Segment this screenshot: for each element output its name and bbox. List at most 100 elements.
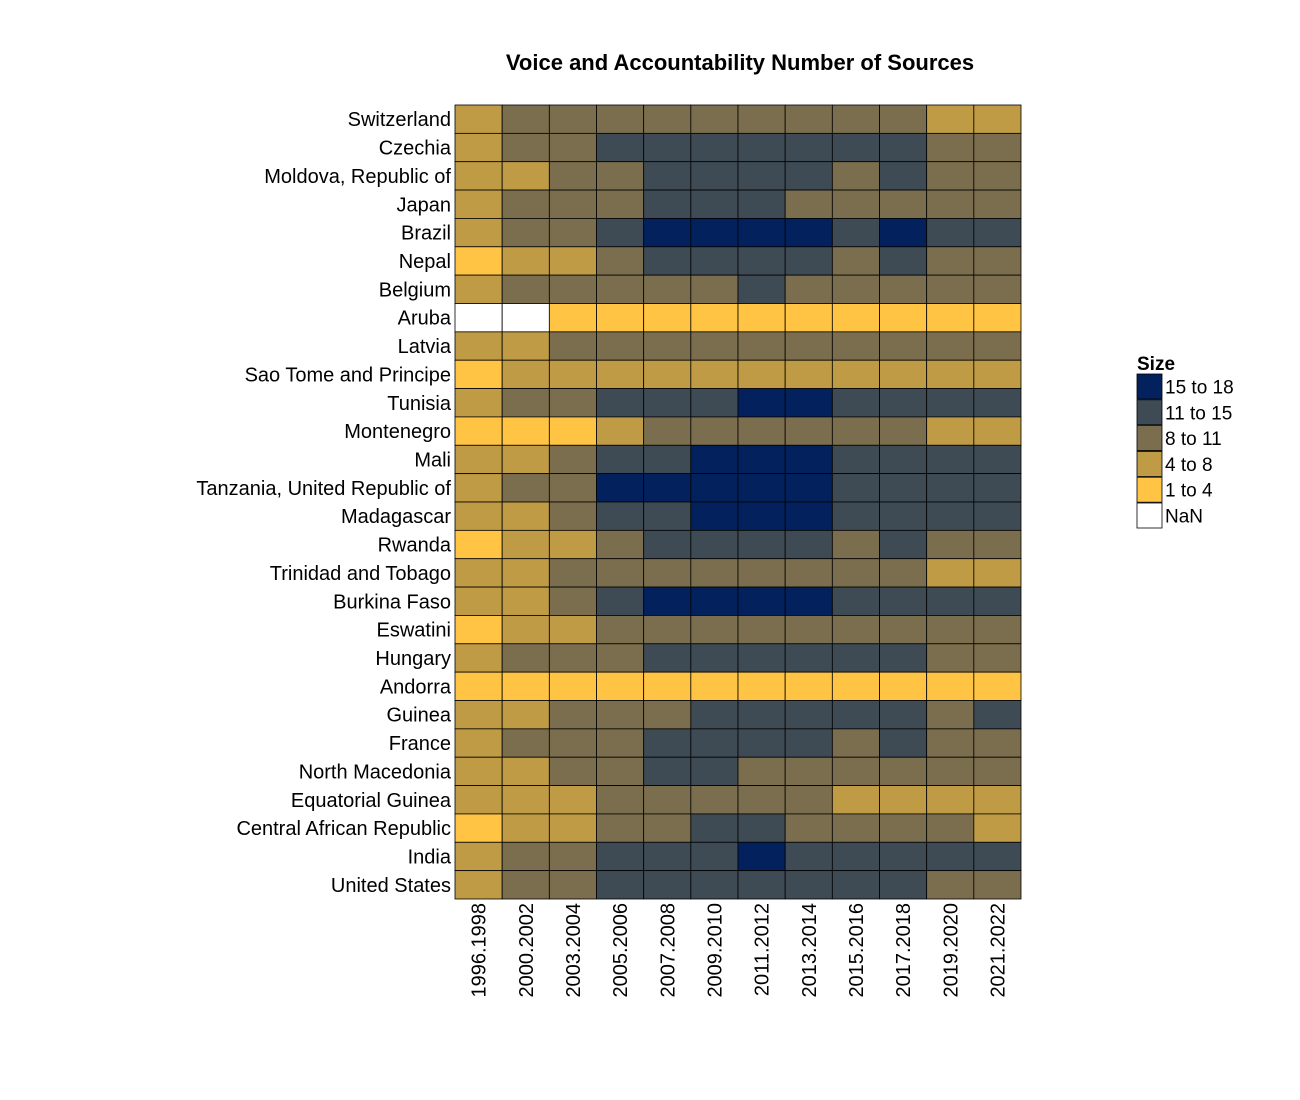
heatmap-cell — [643, 416, 692, 446]
heatmap-cell — [596, 841, 645, 872]
heatmap-cell — [501, 615, 550, 645]
heatmap-cell — [643, 756, 692, 786]
heatmap-cell — [501, 132, 550, 163]
heatmap-cell — [973, 132, 1022, 163]
heatmap-cell — [596, 104, 645, 134]
heatmap-cell — [784, 700, 833, 730]
heatmap-cell — [784, 303, 833, 333]
column-label: 2000.2002 — [516, 903, 538, 998]
heatmap-cell — [454, 388, 503, 418]
heatmap-cell — [879, 558, 928, 588]
heatmap-cell — [643, 841, 692, 872]
heatmap-cell — [784, 728, 833, 758]
heatmap-cell — [926, 274, 975, 304]
row-label: Moldova, Republic of — [264, 166, 451, 188]
heatmap-cell — [548, 132, 597, 163]
heatmap-cell — [596, 303, 645, 333]
heatmap-cell — [784, 274, 833, 304]
heatmap-cell — [879, 586, 928, 616]
heatmap-cell — [973, 756, 1022, 786]
row-labels: Switzerland Czechia Moldova, Republic of Ja… — [196, 109, 451, 897]
heatmap-cell — [973, 700, 1022, 730]
heatmap-cell — [690, 870, 739, 900]
heatmap-cell — [643, 813, 692, 843]
heatmap-cell — [596, 813, 645, 843]
heatmap-cell — [548, 813, 597, 843]
heatmap-cell — [454, 444, 503, 475]
heatmap-cell — [973, 615, 1022, 645]
heatmap-cell — [548, 331, 597, 361]
heatmap-cell — [784, 473, 833, 503]
heatmap-cell — [973, 416, 1022, 446]
heatmap-cell — [831, 104, 880, 134]
heatmap-cell — [643, 558, 692, 588]
heatmap-cell — [831, 785, 880, 815]
heatmap-cell — [879, 671, 928, 701]
heatmap-cell — [926, 189, 975, 219]
heatmap-cell — [926, 785, 975, 815]
legend-swatch — [1136, 399, 1163, 426]
heatmap-cell — [831, 416, 880, 446]
heatmap-cell — [548, 161, 597, 191]
heatmap-cell — [501, 388, 550, 418]
heatmap-cell — [737, 246, 786, 276]
heatmap-cell — [973, 359, 1022, 389]
heatmap-cell — [548, 756, 597, 786]
heatmap-cell — [454, 785, 503, 815]
row-label: Sao Tome and Principe — [245, 364, 451, 386]
heatmap-cell — [879, 473, 928, 503]
heatmap-cell — [737, 841, 786, 872]
heatmap-cell — [831, 132, 880, 163]
heatmap-cell — [501, 586, 550, 616]
heatmap-cell — [501, 303, 550, 333]
heatmap-cell — [596, 246, 645, 276]
heatmap-cell — [501, 756, 550, 786]
heatmap-cell — [973, 274, 1022, 304]
column-label: 2005.2006 — [610, 903, 632, 998]
heatmap-cell — [596, 728, 645, 758]
heatmap-cell — [501, 558, 550, 588]
heatmap-cell — [454, 274, 503, 304]
legend-swatch — [1136, 373, 1163, 400]
heatmap-cell — [926, 416, 975, 446]
column-label: 2011.2012 — [752, 903, 774, 996]
heatmap-cell — [454, 331, 503, 361]
heatmap-cell — [690, 529, 739, 560]
row-label: Tunisia — [387, 393, 452, 415]
heatmap-cell — [831, 643, 880, 673]
heatmap-cell — [784, 246, 833, 276]
heatmap-cell — [643, 643, 692, 673]
heatmap-cell — [831, 700, 880, 730]
heatmap-cell — [690, 416, 739, 446]
heatmap-cell — [973, 785, 1022, 815]
heatmap-cell — [784, 218, 833, 248]
heatmap-cell — [926, 104, 975, 134]
heatmap-cell — [879, 529, 928, 560]
heatmap-cell — [690, 104, 739, 134]
row-label: Brazil — [401, 223, 451, 245]
heatmap-cell — [643, 132, 692, 163]
heatmap-cell — [879, 728, 928, 758]
heatmap-cell — [690, 161, 739, 191]
heatmap-cell — [784, 643, 833, 673]
heatmap-cell — [926, 501, 975, 531]
heatmap-cell — [690, 218, 739, 248]
heatmap-cell — [596, 529, 645, 560]
heatmap-cell — [643, 303, 692, 333]
heatmap-cell — [596, 331, 645, 361]
heatmap-cell — [879, 813, 928, 843]
heatmap-cell — [831, 274, 880, 304]
heatmap-cell — [879, 785, 928, 815]
heatmap-cell — [548, 189, 597, 219]
heatmap-cell — [926, 615, 975, 645]
heatmap-cell — [926, 132, 975, 163]
heatmap-cell — [831, 586, 880, 616]
heatmap-cell — [831, 558, 880, 588]
heatmap-cell — [643, 615, 692, 645]
heatmap-cell — [879, 444, 928, 475]
heatmap-cell — [926, 444, 975, 475]
heatmap-cell — [690, 671, 739, 701]
heatmap-cell — [690, 615, 739, 645]
heatmap-cell — [548, 529, 597, 560]
heatmap-cell — [454, 643, 503, 673]
